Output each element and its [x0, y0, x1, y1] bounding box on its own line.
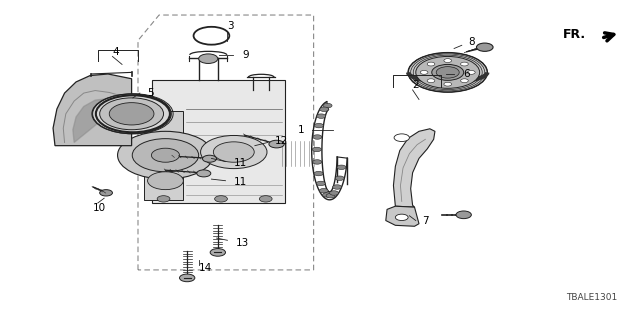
Polygon shape	[73, 99, 124, 142]
Circle shape	[312, 147, 321, 152]
Text: 13: 13	[236, 238, 249, 248]
Circle shape	[394, 134, 410, 141]
Circle shape	[316, 181, 325, 186]
Circle shape	[100, 98, 164, 130]
Text: 12: 12	[275, 136, 289, 146]
Polygon shape	[152, 80, 285, 203]
Circle shape	[313, 160, 322, 164]
Circle shape	[314, 171, 323, 176]
Circle shape	[323, 193, 332, 197]
Circle shape	[200, 135, 267, 169]
Text: FR.: FR.	[563, 28, 586, 41]
Text: 7: 7	[422, 216, 429, 226]
Text: 11: 11	[234, 158, 247, 168]
Circle shape	[476, 43, 493, 51]
Circle shape	[396, 214, 408, 220]
Circle shape	[461, 79, 468, 83]
Circle shape	[196, 170, 211, 177]
Text: 2: 2	[413, 80, 419, 90]
Circle shape	[323, 103, 332, 108]
Circle shape	[467, 70, 475, 74]
Circle shape	[109, 103, 154, 125]
Circle shape	[427, 62, 435, 66]
Circle shape	[118, 131, 213, 179]
Circle shape	[408, 52, 487, 92]
Circle shape	[214, 196, 227, 202]
Circle shape	[330, 191, 339, 195]
Circle shape	[313, 135, 322, 139]
Circle shape	[269, 140, 284, 148]
Circle shape	[320, 107, 329, 111]
Circle shape	[444, 59, 452, 62]
Circle shape	[432, 64, 464, 80]
Circle shape	[420, 70, 428, 74]
Text: 8: 8	[468, 37, 475, 47]
Circle shape	[132, 139, 198, 172]
Circle shape	[198, 54, 218, 63]
Circle shape	[202, 155, 216, 162]
Circle shape	[456, 211, 471, 219]
Circle shape	[259, 196, 272, 202]
Text: 3: 3	[227, 21, 234, 31]
Circle shape	[326, 194, 335, 198]
Circle shape	[335, 176, 344, 180]
Circle shape	[461, 62, 468, 66]
Polygon shape	[394, 129, 435, 207]
Circle shape	[92, 94, 172, 133]
Circle shape	[314, 124, 323, 128]
Circle shape	[317, 114, 326, 118]
Circle shape	[179, 274, 195, 282]
Circle shape	[210, 249, 225, 256]
Polygon shape	[145, 111, 182, 200]
Text: 5: 5	[148, 88, 154, 98]
Text: 4: 4	[113, 47, 119, 57]
Circle shape	[157, 196, 170, 202]
Circle shape	[444, 82, 452, 86]
Circle shape	[416, 56, 479, 88]
Circle shape	[100, 190, 113, 196]
Polygon shape	[53, 74, 132, 146]
Circle shape	[148, 172, 183, 190]
Circle shape	[337, 165, 346, 170]
Text: 6: 6	[464, 69, 470, 79]
Text: 9: 9	[242, 50, 249, 60]
Circle shape	[436, 67, 460, 78]
Polygon shape	[386, 206, 419, 226]
Circle shape	[333, 185, 342, 189]
Text: 14: 14	[198, 263, 212, 273]
Circle shape	[319, 188, 328, 193]
Circle shape	[152, 148, 179, 162]
Circle shape	[427, 79, 435, 83]
Text: TBALE1301: TBALE1301	[566, 293, 617, 302]
Text: 11: 11	[234, 177, 247, 187]
Circle shape	[213, 142, 254, 162]
Text: 10: 10	[93, 203, 106, 213]
Text: 1: 1	[298, 125, 304, 135]
